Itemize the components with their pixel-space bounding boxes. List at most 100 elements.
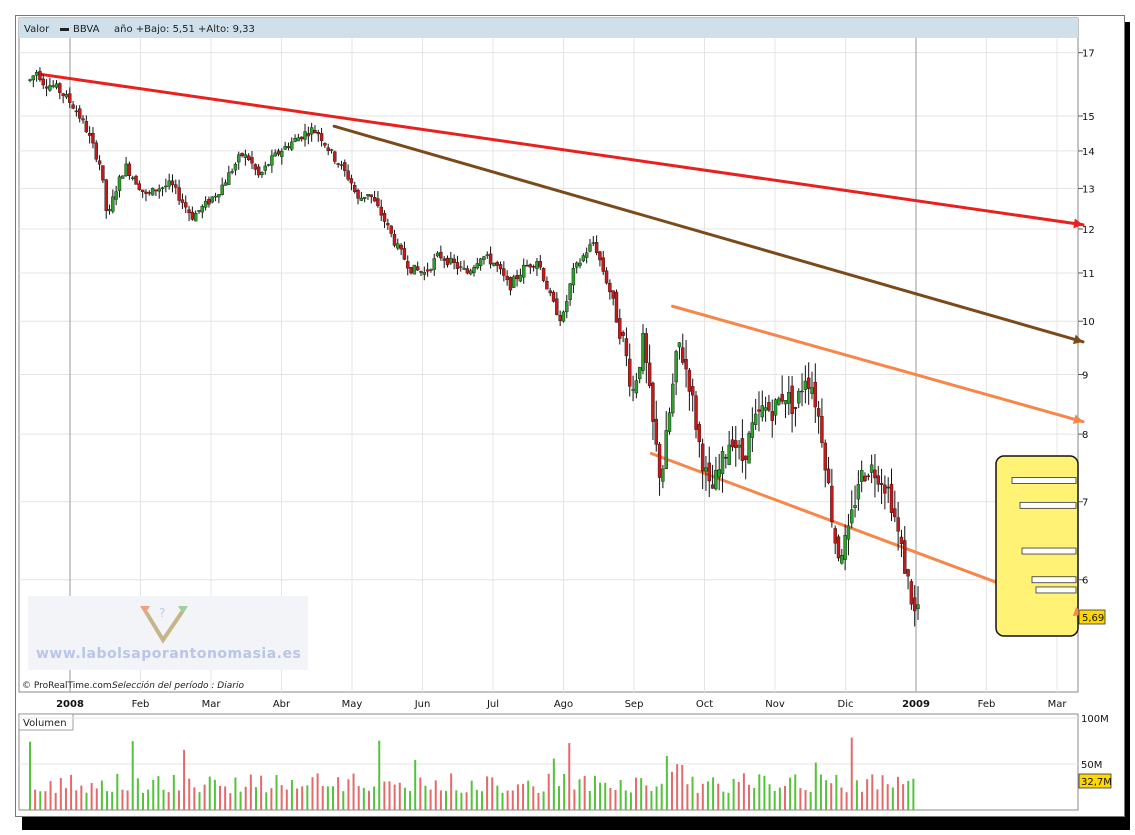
volume-bar — [578, 779, 581, 810]
candle-body — [913, 597, 917, 612]
volume-bar — [819, 774, 822, 810]
trendline-orange-upper — [671, 304, 1085, 424]
candle-body — [727, 444, 731, 465]
volume-bar — [75, 790, 78, 810]
volume-bar — [768, 784, 771, 810]
candle-body — [730, 439, 735, 448]
candle — [691, 378, 695, 412]
candle-body — [462, 268, 466, 270]
volume-bar — [147, 789, 150, 810]
volume-bar — [434, 780, 437, 810]
candle-body — [916, 604, 920, 609]
candle-body — [565, 301, 569, 313]
candle — [621, 330, 625, 343]
candle-body — [68, 93, 72, 103]
candle — [753, 398, 758, 431]
candle-body — [415, 266, 420, 271]
candle-body — [803, 380, 808, 390]
candle — [94, 140, 98, 163]
candle — [81, 115, 85, 124]
candle — [386, 218, 390, 230]
candle-body — [571, 267, 576, 286]
candle-body — [91, 132, 95, 144]
candle — [237, 151, 241, 170]
candle-body — [482, 256, 486, 260]
candle — [608, 279, 612, 300]
candle-body — [366, 194, 370, 197]
series-swatch — [60, 28, 69, 31]
candle-body — [174, 184, 178, 188]
candle — [787, 375, 791, 416]
candle-body — [455, 262, 460, 269]
volume-bar — [234, 777, 237, 810]
volume-bar — [337, 777, 340, 810]
candle-body — [611, 290, 615, 299]
header-bar — [19, 18, 1078, 38]
candle — [270, 149, 274, 173]
volume-bar — [44, 791, 47, 810]
volume-bar — [321, 786, 324, 810]
candle — [551, 290, 556, 303]
candle-body — [432, 258, 436, 270]
candle-body — [478, 258, 483, 267]
candle-body — [38, 71, 42, 81]
candle-body — [137, 183, 142, 190]
candle — [336, 162, 340, 168]
candle — [836, 534, 841, 562]
candle-body — [442, 258, 446, 261]
candle-body — [568, 283, 572, 301]
volume-bar — [670, 771, 673, 810]
candle-body — [515, 275, 519, 280]
candle — [797, 388, 801, 409]
candle — [104, 178, 108, 219]
candle — [392, 229, 397, 248]
candle — [604, 267, 609, 285]
candle — [349, 174, 354, 191]
candle-body — [773, 399, 778, 416]
candle — [54, 80, 59, 90]
candle — [472, 264, 476, 277]
candle — [366, 194, 370, 200]
candle — [707, 446, 711, 497]
candle-body — [227, 172, 231, 185]
candle-body — [787, 392, 791, 404]
volume-bar — [835, 774, 838, 810]
candle — [455, 255, 460, 275]
candle-body — [240, 152, 244, 156]
candle-body — [283, 145, 287, 150]
volume-bar — [480, 791, 483, 810]
y-tick-label: 11 — [1082, 269, 1095, 280]
volume-bar — [660, 783, 663, 810]
candle — [531, 264, 536, 272]
candle-body — [783, 400, 788, 405]
candle — [512, 274, 516, 288]
candle-body — [210, 196, 214, 203]
volume-bar — [732, 778, 735, 810]
candle-body — [724, 457, 728, 459]
candle — [747, 430, 751, 464]
volume-bar — [886, 784, 889, 810]
volume-bar — [326, 786, 329, 810]
volume-badge: 32,7M — [1078, 773, 1112, 789]
candle-body — [468, 270, 473, 275]
candle-body — [823, 442, 827, 471]
candle — [164, 178, 168, 193]
candle-body — [588, 244, 592, 252]
candle-body — [349, 178, 354, 184]
candle-body — [270, 155, 274, 166]
candle — [389, 225, 393, 238]
candle-body — [747, 432, 751, 464]
y-tick-label: 13 — [1082, 184, 1095, 195]
volume-bar — [506, 790, 509, 810]
candle — [876, 465, 880, 492]
price-ladder — [1011, 477, 1077, 594]
candle — [584, 247, 589, 264]
x-tick-label: Oct — [696, 699, 713, 710]
candle — [790, 376, 794, 433]
candle — [561, 310, 566, 323]
volume-bar — [332, 786, 335, 810]
candle-body — [263, 165, 267, 171]
volume-bar — [496, 785, 499, 810]
candle-body — [826, 468, 831, 484]
volume-bar — [563, 774, 566, 810]
